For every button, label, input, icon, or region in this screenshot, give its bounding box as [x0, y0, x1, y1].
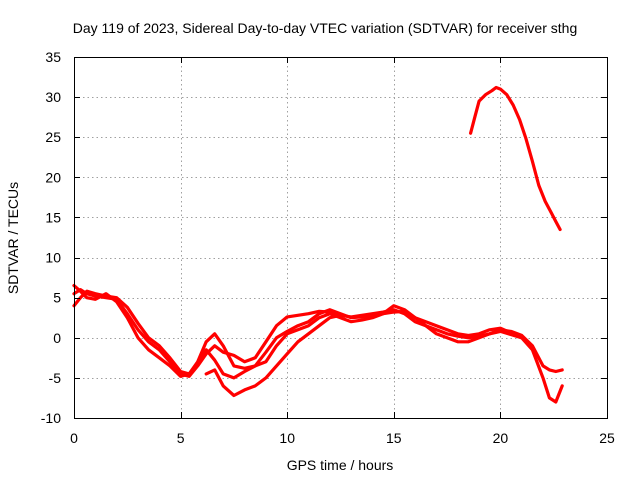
x-tick-label: 5	[177, 430, 185, 446]
y-tick-label: -10	[41, 410, 61, 426]
series-line-track-2	[72, 289, 564, 404]
y-tick-label: 10	[45, 250, 61, 266]
x-axis-tick-labels: 0 5 10 15 20 25	[70, 430, 615, 446]
axis-ticks	[74, 57, 608, 419]
x-tick-label: 20	[493, 430, 509, 446]
y-axis-tick-labels: -10 -5 0 5 10 15 20 25 30 35	[41, 49, 61, 426]
grid-lines	[74, 57, 607, 418]
y-tick-label: -5	[49, 370, 62, 386]
chart-title: Day 119 of 2023, Sidereal Day-to-day VTE…	[73, 20, 577, 36]
y-axis-label: SDTVAR / TECUs	[5, 182, 21, 294]
y-tick-label: 30	[45, 89, 61, 105]
data-series	[72, 85, 564, 404]
series-line-track-4	[204, 313, 343, 398]
y-tick-label: 5	[53, 290, 61, 306]
y-tick-label: 25	[45, 129, 61, 145]
y-tick-label: 15	[45, 209, 61, 225]
y-tick-label: 0	[53, 330, 61, 346]
x-axis-label: GPS time / hours	[287, 457, 394, 473]
x-tick-label: 10	[279, 430, 295, 446]
x-tick-label: 0	[70, 430, 78, 446]
y-tick-label: 20	[45, 169, 61, 185]
series-line-track-3	[72, 284, 524, 380]
series-line-track-5	[469, 85, 562, 232]
plot-frame	[74, 57, 608, 419]
x-tick-label: 25	[599, 430, 615, 446]
y-tick-label: 35	[45, 49, 61, 65]
x-tick-label: 15	[386, 430, 402, 446]
